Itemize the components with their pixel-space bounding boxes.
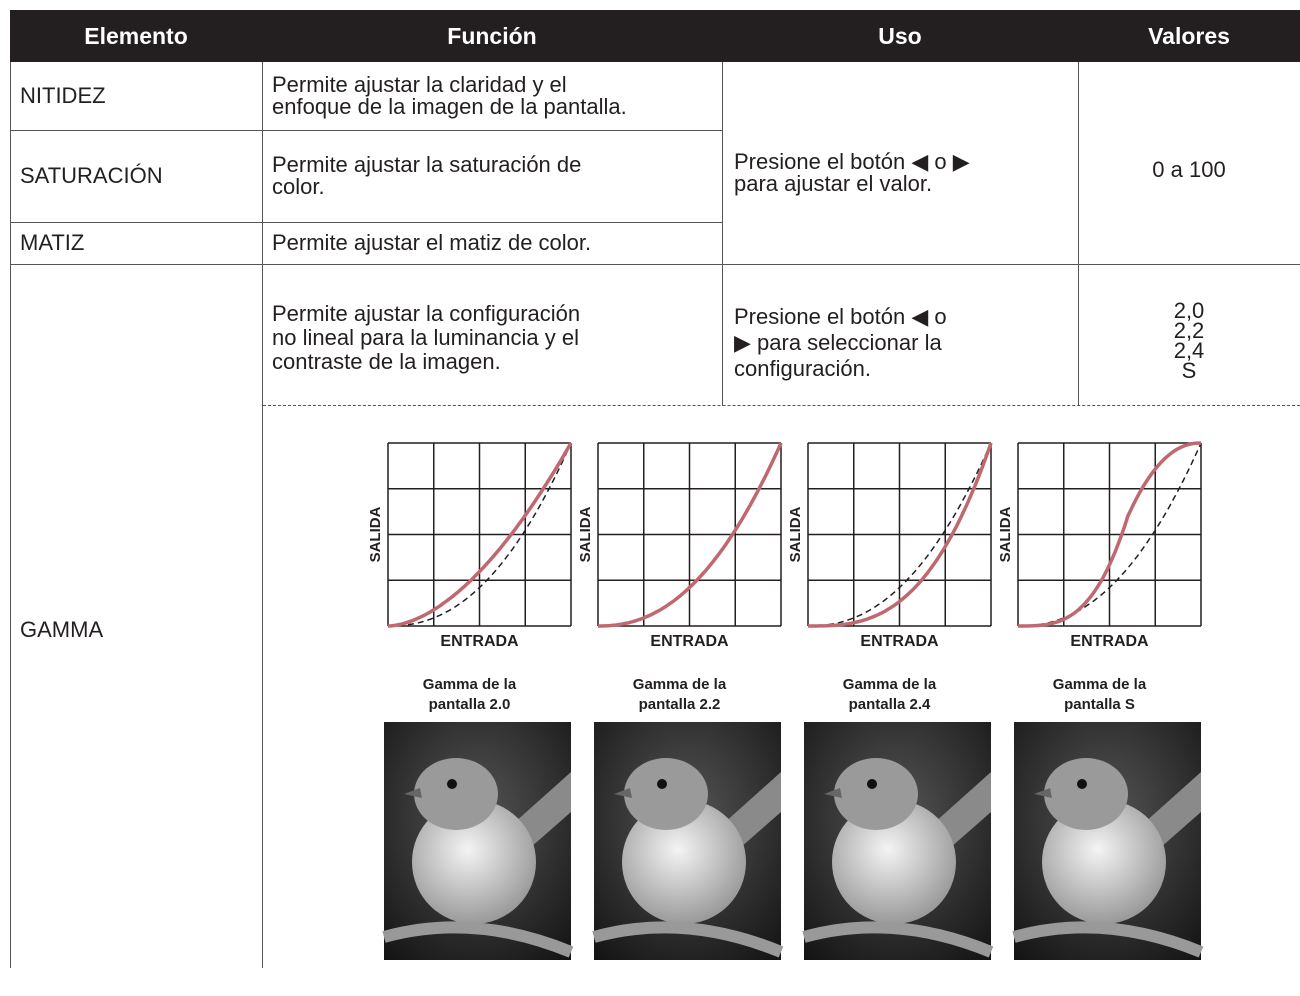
body [622,800,746,924]
page: Elemento Función Uso Valores NITIDEZ Per… [10,10,1300,968]
head [414,758,498,830]
caption: Gamma de la pantalla 2.2 [633,676,727,713]
caption-line: pantalla 2.0 [429,696,511,713]
reference-curve [388,442,572,627]
caption-line: Gamma de la [423,676,517,693]
x-axis-label: ENTRADA [1070,633,1149,650]
header-cell: Función [447,22,537,49]
beak [404,788,422,798]
branch [382,921,574,958]
head [834,758,918,830]
value-item: 2,0 [1173,298,1205,323]
border [10,130,722,131]
values-cell: 0 a 100 [1152,157,1226,182]
branch [1012,921,1204,958]
photo [802,722,994,960]
border [262,62,263,968]
body [412,800,536,924]
photo [592,722,784,960]
gamma-curve [808,442,993,628]
border [10,222,722,223]
gamma-curve [598,442,783,628]
beak [824,788,842,798]
function-cell: Permite ajustar la saturación de color. [272,152,582,199]
caption-line: Gamma de la [843,676,937,693]
eye [1077,779,1087,789]
beak [1034,788,1052,798]
function-cell: Permite ajustar el matiz de color. [272,230,592,255]
header-bar [10,10,1300,62]
caption-line: pantalla 2.4 [849,696,931,713]
use-cell: Presione el botón ◀ o ▶ para seleccionar… [734,304,947,381]
header-cell: Elemento [84,22,188,49]
beak [614,788,632,798]
branch [802,921,994,958]
caption-line: pantalla 2.2 [639,696,721,713]
gamma-panel: SALIDA ENTRADA Gamma de la pantalla 2.4 [787,442,994,960]
head [1044,758,1128,830]
caption: Gamma de la pantalla 2.4 [843,676,937,713]
caption-line: Gamma de la [1053,676,1147,693]
gamma-panel: SALIDA ENTRADA Gamma de la pantalla 2.2 [577,442,784,960]
photo [1012,722,1204,960]
eye [657,779,667,789]
border [10,264,1300,265]
gamma-curve [1018,441,1202,628]
function-cell: Permite ajustar la claridad y el enfoque… [272,72,627,119]
caption-line: pantalla S [1064,696,1135,713]
element-cell: NITIDEZ [20,83,106,108]
value-item: S [1181,358,1197,383]
eye [447,779,457,789]
element-cell: GAMMA [20,617,104,642]
x-axis-label: ENTRADA [440,633,519,650]
body [1042,800,1166,924]
body [832,800,956,924]
dashed-divider [263,405,1300,406]
x-axis-label: ENTRADA [860,633,939,650]
photo [382,722,574,960]
element-cell: MATIZ [20,230,85,255]
reference-curve [808,442,992,627]
border [722,62,723,406]
values-list: 2,0 2,2 2,4 S [1078,280,1300,402]
y-axis-label: SALIDA [577,506,594,562]
y-axis-label: SALIDA [787,506,804,562]
caption: Gamma de la pantalla 2.0 [423,676,517,713]
value-item: 2,2 [1173,318,1205,343]
gamma-panel: SALIDA ENTRADA Gamma de la pantalla 2.0 [367,442,574,960]
caption-line: Gamma de la [633,676,727,693]
x-axis-label: ENTRADA [650,633,729,650]
value-item: 2,4 [1173,338,1205,363]
use-cell: Presione el botón ◀ o ▶ para ajustar el … [734,149,970,196]
function-cell: Permite ajustar la configuración no line… [272,301,581,374]
element-cell: SATURACIÓN [20,163,163,188]
caption: Gamma de la pantalla S [1053,676,1147,713]
y-axis-label: SALIDA [997,506,1014,562]
branch [592,921,784,958]
eye [867,779,877,789]
header-cell: Valores [1148,22,1230,49]
header-cell: Uso [878,22,922,49]
border [10,62,11,968]
y-axis-label: SALIDA [367,506,384,562]
head [624,758,708,830]
gamma-curve [387,442,573,628]
gamma-panel: SALIDA ENTRADA Gamma de la pantalla S [997,441,1204,960]
border [1078,62,1079,406]
